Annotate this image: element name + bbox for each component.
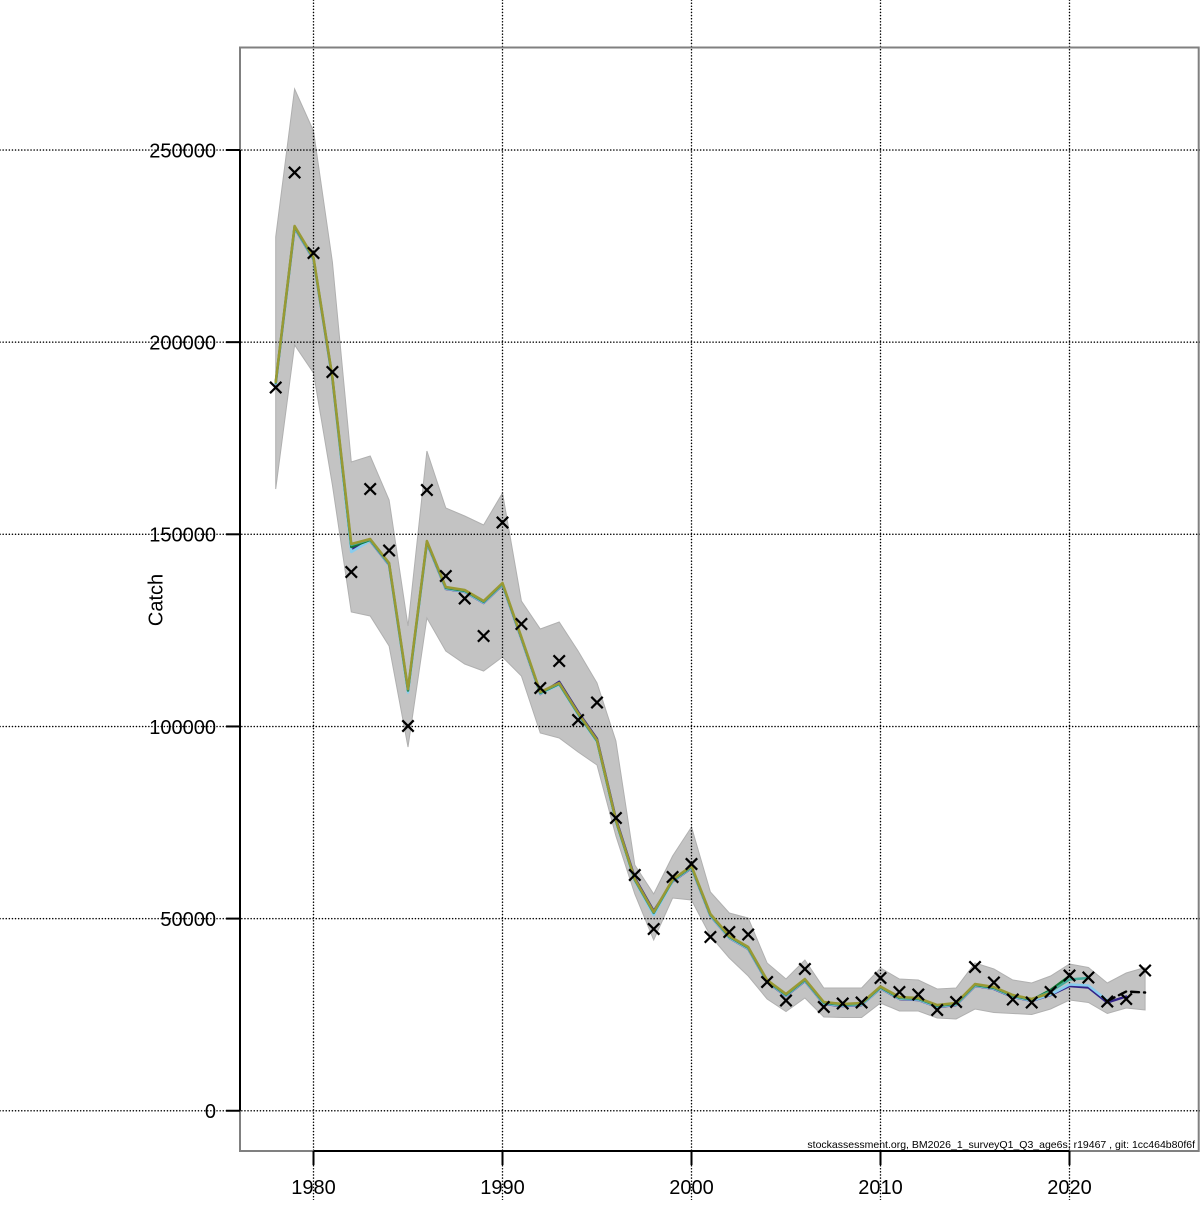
svg-text:2010: 2010 xyxy=(858,1177,903,1199)
svg-text:stockassessment.org, BM2026_1_: stockassessment.org, BM2026_1_surveyQ1_Q… xyxy=(807,1139,1195,1151)
svg-text:1980: 1980 xyxy=(291,1177,336,1199)
svg-text:100000: 100000 xyxy=(149,717,216,739)
svg-text:50000: 50000 xyxy=(160,909,216,931)
svg-text:1990: 1990 xyxy=(480,1177,525,1199)
svg-text:2000: 2000 xyxy=(669,1177,714,1199)
svg-text:150000: 150000 xyxy=(149,525,216,547)
svg-text:200000: 200000 xyxy=(149,332,216,354)
svg-text:Catch: Catch xyxy=(146,574,168,626)
svg-text:250000: 250000 xyxy=(149,140,216,162)
svg-text:2020: 2020 xyxy=(1047,1177,1092,1199)
svg-text:0: 0 xyxy=(205,1101,216,1123)
